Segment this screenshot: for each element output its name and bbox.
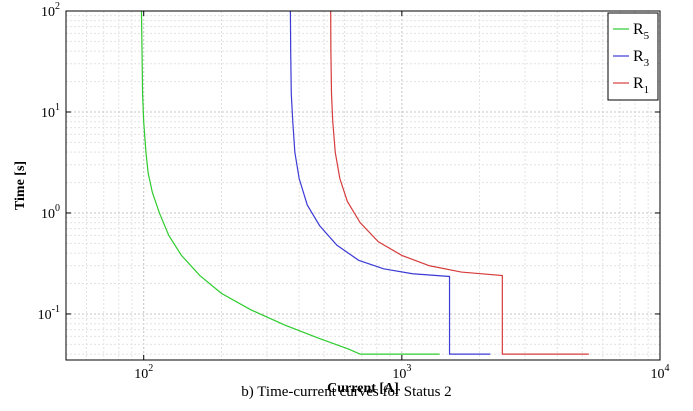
series-lines (140, 10, 589, 355)
legend-label-r5: R5 (633, 21, 650, 42)
legend-label-r3: R3 (633, 48, 650, 69)
x-tick-label: 104 (651, 363, 670, 382)
y-tick-label: 101 (41, 102, 60, 121)
figure-caption: b) Time-current curves for Status 2 (241, 384, 452, 400)
plot-frame (65, 10, 661, 361)
y-tick-label: 10-1 (38, 304, 60, 323)
y-axis-label: Time [s] (13, 161, 28, 210)
axis-ticks: 102 103 104 10-1 100 101 102 (38, 1, 670, 382)
grid (65, 10, 661, 360)
legend-label-r1: R1 (633, 75, 649, 96)
legend: R5 R3 R1 (607, 12, 659, 101)
series-line-r5 (140, 10, 440, 355)
series-line-r3 (289, 10, 491, 355)
x-axis-label: Current [A] (327, 381, 399, 396)
y-tick-label: 102 (41, 1, 60, 20)
y-tick-label: 100 (41, 203, 60, 222)
series-line-r1 (330, 10, 589, 355)
x-tick-label: 103 (392, 363, 411, 382)
x-tick-label: 102 (134, 363, 153, 382)
